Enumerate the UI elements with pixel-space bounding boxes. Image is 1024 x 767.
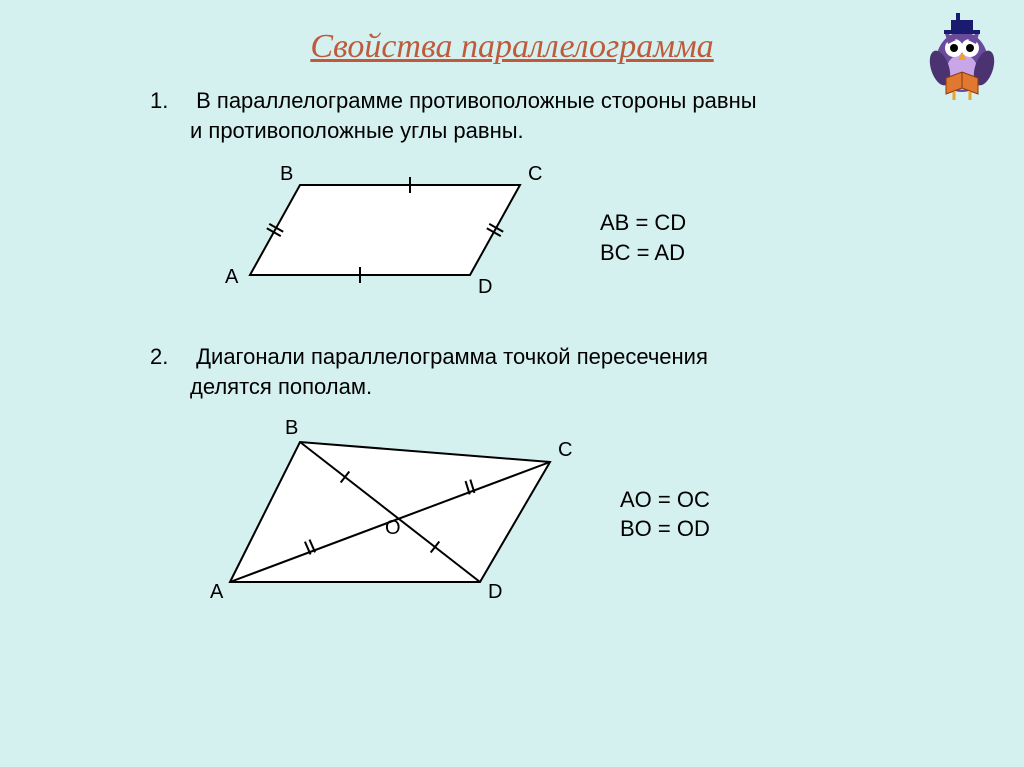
diagram-2: A B C D O [190,412,590,617]
property-1-line2: и противоположные углы равны. [150,118,524,143]
property-2-line2: делятся пополам. [150,374,372,399]
svg-text:D: D [488,581,502,603]
svg-text:O: O [385,517,401,539]
equations-1: AB = CD BC = AD [600,208,686,267]
page-title: Свойства параллелограмма [0,0,1024,66]
eq-ab-cd: AB = CD [600,208,686,238]
property-1: 1. В параллелограмме противоположные сто… [150,86,964,145]
property-2: 2. Диагонали параллелограмма точкой пере… [150,342,964,401]
svg-text:B: B [280,163,293,185]
svg-text:A: A [210,581,224,603]
diagram-1: A B C D [210,155,570,320]
eq-bc-ad: BC = AD [600,238,686,268]
svg-text:A: A [225,266,239,288]
figure-2-row: A B C D O AO = OC BO = OD [150,412,964,617]
equations-2: AO = OC BO = OD [620,485,710,544]
svg-text:B: B [285,417,298,439]
content: 1. В параллелограмме противоположные сто… [0,86,1024,617]
property-1-num: 1. [150,86,190,116]
svg-text:D: D [478,276,492,298]
property-2-num: 2. [150,342,190,372]
eq-ao-oc: AO = OC [620,485,710,515]
figure-1-row: A B C D AB = CD BC = AD [150,155,964,320]
svg-text:C: C [528,163,542,185]
property-1-line1: В параллелограмме противоположные сторон… [196,88,756,113]
owl-mascot [904,0,1014,110]
svg-text:C: C [558,439,572,461]
property-2-line1: Диагонали параллелограмма точкой пересеч… [196,344,708,369]
eq-bo-od: BO = OD [620,514,710,544]
